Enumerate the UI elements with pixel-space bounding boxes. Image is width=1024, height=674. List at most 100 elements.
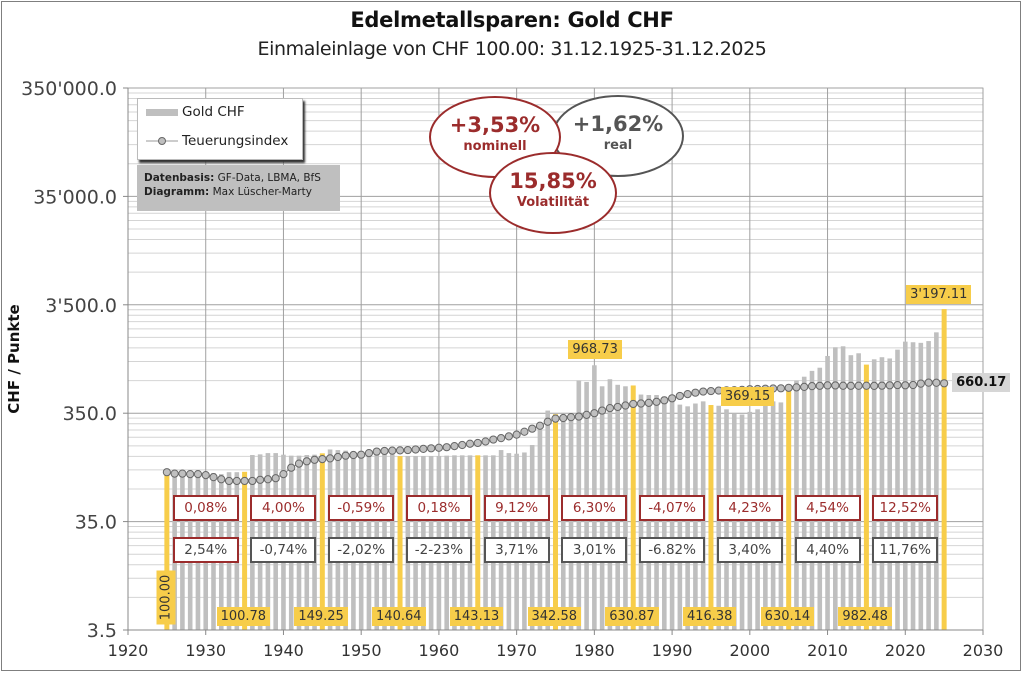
gold-bar — [879, 357, 885, 630]
cpi-point — [885, 381, 894, 390]
highlight-bar — [397, 456, 403, 630]
source-chart-line: Diagramm: Max Lüscher-Marty — [144, 185, 340, 199]
cpi-point — [465, 439, 475, 448]
cpi-point — [193, 469, 203, 479]
cpi-point — [388, 446, 397, 455]
legend-item-cpi: Teuerungsindex — [146, 131, 288, 151]
highlight-bar — [863, 364, 869, 630]
cpi-point — [325, 454, 335, 463]
cpi-point — [924, 378, 933, 387]
bar-value-label: 630.87 — [605, 607, 659, 626]
cpi-point — [815, 381, 824, 390]
source-data-line: Datenbasis: GF-Data, LBMA, BfS — [144, 171, 340, 185]
gold-bar — [871, 359, 877, 630]
y-tick-label: 350'000.0 — [21, 78, 117, 100]
nominal-return-badge: +3,53% nominell — [429, 96, 561, 178]
gold-bar — [902, 341, 908, 630]
gold-bar — [910, 342, 916, 630]
real-return-box: 11,76% — [872, 537, 939, 563]
cpi-point — [574, 412, 583, 421]
bar-value-label: 342.58 — [527, 607, 581, 626]
nominal-return-box: 12,52% — [872, 495, 939, 521]
cpi-point — [660, 396, 669, 405]
cpi-point — [162, 468, 171, 477]
volatility-value: 15,85% — [509, 169, 597, 193]
gold-bar — [739, 414, 745, 630]
gold-bar — [926, 341, 931, 630]
gold-swatch-icon — [146, 108, 178, 116]
gold-bar — [833, 347, 838, 630]
cpi-point — [823, 381, 832, 390]
cpi-point — [652, 397, 661, 406]
chart-title: Edelmetallsparen: Gold CHF — [350, 8, 674, 32]
cpi-point — [434, 443, 444, 452]
cpi-point — [901, 381, 910, 390]
y-tick-label: 3.5 — [87, 620, 117, 642]
highlight-bar — [164, 472, 170, 630]
real-return-box: 2,54% — [172, 537, 239, 563]
cpi-point — [940, 379, 949, 388]
highlight-bar — [319, 453, 325, 630]
real-return-box: -6.82% — [639, 537, 706, 563]
cpi-point — [629, 399, 638, 409]
nominal-return-box: 4,54% — [794, 495, 861, 521]
cpi-point — [636, 399, 646, 408]
cpi-point — [279, 469, 288, 479]
highlight-bar — [242, 471, 248, 630]
cpi-point — [178, 469, 187, 478]
real-return-box: 3,71% — [483, 537, 550, 563]
cpi-point — [248, 476, 257, 486]
nominal-return-box: 0,08% — [172, 495, 239, 521]
gold-bar — [895, 349, 900, 630]
cpi-point — [932, 378, 941, 387]
cpi-point — [807, 382, 817, 391]
cpi-point — [186, 469, 195, 479]
x-tick-label: 1930 — [185, 641, 226, 660]
cpi-point — [442, 443, 451, 452]
cpi-point — [357, 450, 366, 459]
highlight-bar — [475, 455, 481, 630]
cpi-point — [877, 381, 887, 390]
legend-item-gold: Gold CHF — [146, 102, 245, 122]
cpi-point — [667, 394, 677, 403]
cpi-point — [481, 437, 490, 446]
cpi-point — [566, 413, 576, 422]
x-tick-label: 1980 — [574, 641, 615, 660]
cpi-point — [201, 470, 210, 480]
gold-bar — [918, 342, 924, 630]
cpi-point — [287, 463, 296, 472]
cpi-point — [271, 474, 280, 483]
cpi-point — [372, 447, 381, 456]
cpi-end-label: 660.17 — [952, 373, 1011, 393]
cpi-point — [613, 402, 622, 412]
cpi-point — [846, 381, 855, 390]
cpi-point — [170, 469, 179, 478]
source-chart-value: Max Lüscher-Marty — [212, 186, 312, 198]
x-tick-label: 2030 — [963, 641, 1004, 660]
source-data-label: Datenbasis: — [144, 172, 215, 184]
bar-value-label: 143.13 — [449, 607, 504, 626]
cpi-point — [908, 380, 918, 390]
cpi-point — [302, 457, 311, 466]
cpi-point — [559, 413, 568, 423]
cpi-point — [621, 401, 630, 410]
gold-bar — [856, 353, 861, 630]
cpi-point — [209, 473, 218, 482]
source-chart-label: Diagramm: — [144, 186, 210, 198]
cpi-point — [699, 387, 708, 396]
nominal-return-box: 4,00% — [250, 495, 317, 521]
cpi-point — [792, 383, 801, 392]
cpi-point — [310, 455, 319, 464]
gold-bar — [568, 413, 574, 630]
cpi-point — [854, 381, 863, 390]
cpi-point — [520, 427, 529, 436]
nominal-return-value: +3,53% — [449, 113, 541, 137]
x-tick-label: 2010 — [807, 641, 848, 660]
cpi-point — [831, 381, 840, 390]
gold-bar — [560, 415, 566, 630]
gold-bar — [537, 428, 543, 630]
real-return-box: -2-23% — [405, 537, 472, 563]
cpi-point — [691, 388, 700, 397]
volatility-label: Volatilität — [516, 195, 590, 210]
cpi-point — [489, 435, 498, 444]
